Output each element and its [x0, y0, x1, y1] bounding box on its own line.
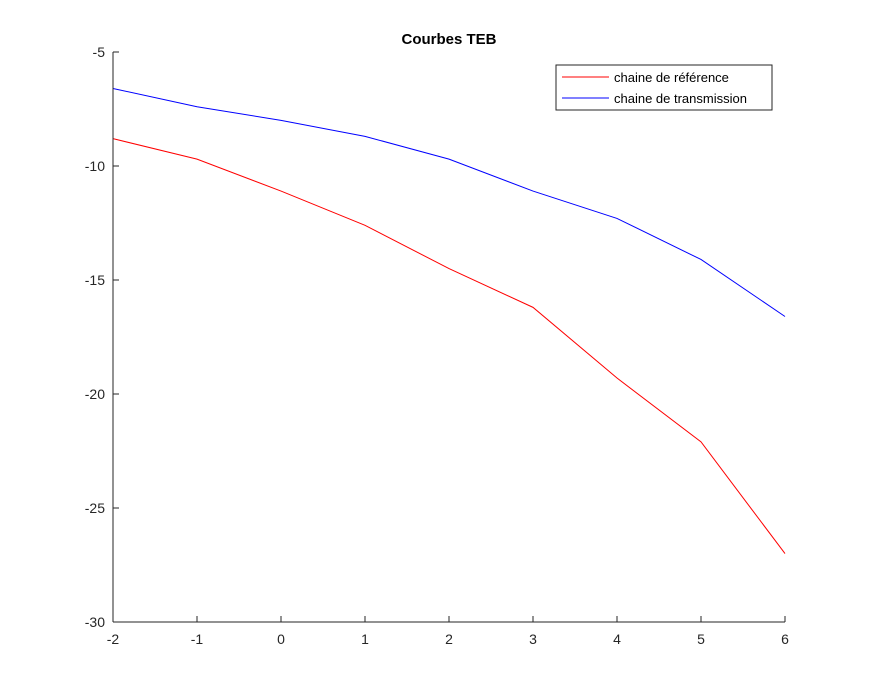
series-line-reference: [112, 138, 786, 554]
x-tick-label: 3: [529, 631, 537, 647]
y-tick-label: -20: [85, 386, 105, 402]
x-tick-label: 1: [361, 631, 369, 647]
x-tick-label: -1: [191, 631, 204, 647]
y-ticks: -30 -25 -20 -15 -10 -5: [85, 44, 119, 630]
x-tick-label: 6: [781, 631, 789, 647]
x-tick-label: 4: [613, 631, 621, 647]
series-line-transmission: [112, 87, 786, 317]
legend-box: [555, 64, 773, 111]
x-tick-label: 2: [445, 631, 453, 647]
legend-label-transmission: chaine de transmission: [614, 91, 747, 106]
x-tick-label: 0: [277, 631, 285, 647]
x-tick-label: -2: [107, 631, 120, 647]
y-tick-label: -10: [85, 158, 105, 174]
y-tick-label: -30: [85, 614, 105, 630]
legend: chaine de référence chaine de transmissi…: [555, 64, 773, 111]
chart-title: Courbes TEB: [401, 31, 496, 48]
series-layer: [112, 87, 786, 554]
legend-label-reference: chaine de référence: [614, 70, 729, 85]
x-ticks: -2 -1 0 1 2 3 4 5 6: [107, 616, 789, 647]
y-tick-label: -5: [93, 44, 106, 60]
y-tick-label: -15: [85, 272, 105, 288]
plot-area: [113, 52, 785, 622]
x-tick-label: 5: [697, 631, 705, 647]
y-tick-label: -25: [85, 500, 105, 516]
